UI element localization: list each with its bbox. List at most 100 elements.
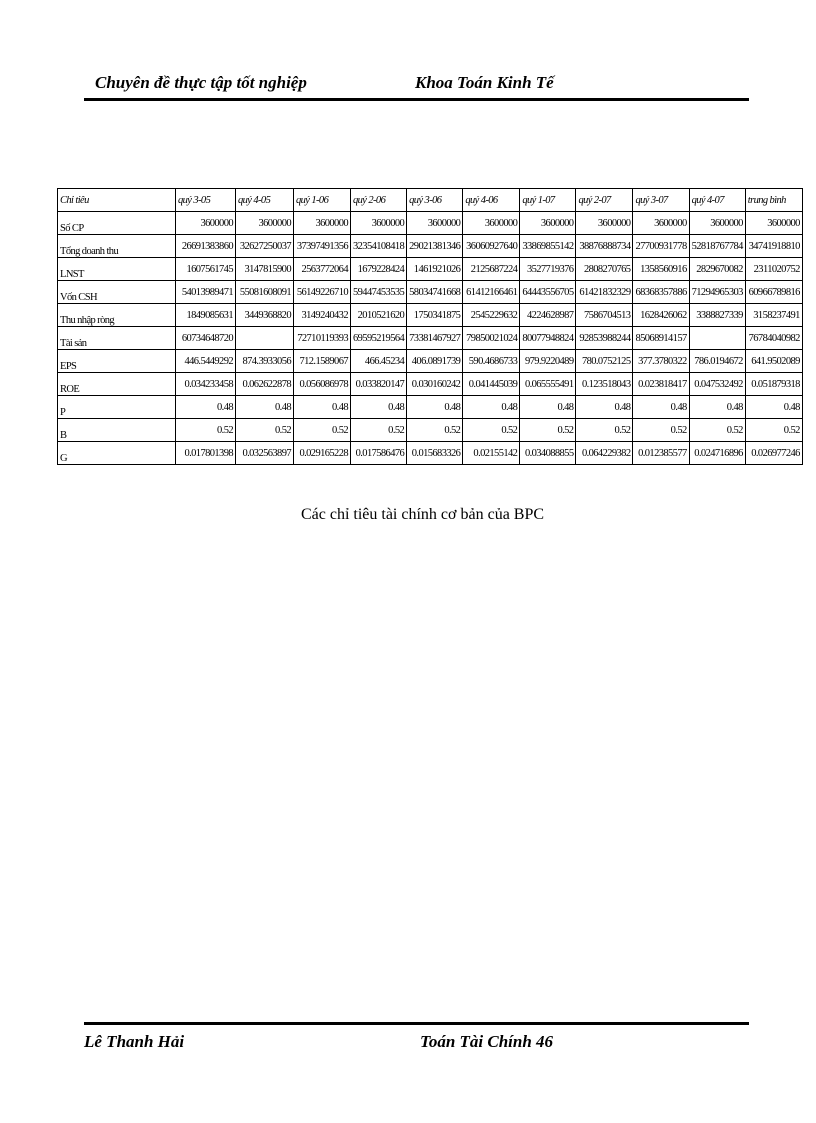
table-cell: 0.52 (235, 418, 294, 442)
table-cell: 1358560916 (632, 257, 690, 281)
table-cell: 2010521620 (349, 303, 408, 327)
table-cell: 3600000 (462, 211, 521, 235)
table-cell: 0.062622878 (235, 372, 294, 396)
table-cell: 0.051879318 (744, 372, 803, 396)
table-cell: 54013989471 (175, 280, 236, 304)
table-cell: 0.52 (293, 418, 351, 442)
table-cell: 3600000 (349, 211, 408, 235)
row-label: EPS (57, 349, 176, 373)
table-cell: 0.012385577 (632, 441, 690, 465)
table-cell: 69595219564 (349, 326, 408, 350)
table-row: LNST 1607561745 3147815900 2563772064 167922… (57, 257, 803, 281)
table-cell: 34741918810 (744, 234, 803, 258)
table-cell: 0.056086978 (293, 372, 351, 396)
table-cell: 641.9502089 (744, 349, 803, 373)
table-cell: 32627250037 (235, 234, 294, 258)
table-cell: 61421832329 (575, 280, 634, 304)
table-cell: 0.48 (406, 395, 464, 419)
table-cell: 3600000 (235, 211, 294, 235)
table-cell: 377.3780322 (632, 349, 690, 373)
table-cell: 60734648720 (175, 326, 236, 350)
table-cell: 1679228424 (349, 257, 408, 281)
table-cell: 3600000 (632, 211, 690, 235)
header-right: Khoa Toán Kinh Tế (415, 73, 554, 92)
table-cell: 590.4686733 (462, 349, 521, 373)
table-cell: 3600000 (175, 211, 236, 235)
table-cell: 2545229632 (462, 303, 521, 327)
table-cell: 26691383860 (175, 234, 236, 258)
table-cell: 3158237491 (744, 303, 803, 327)
table-cell: 0.52 (519, 418, 577, 442)
column-header: trung bình (744, 188, 803, 212)
table-cell: 1607561745 (175, 257, 236, 281)
table-cell: 0.48 (175, 395, 236, 419)
table-cell: 71294965303 (688, 280, 746, 304)
table-cell: 92853988244 (575, 326, 634, 350)
table-cell: 0.015683326 (406, 441, 464, 465)
table-cell: 38876888734 (575, 234, 634, 258)
column-header: quý 2-07 (575, 188, 634, 212)
table-row: Tài sản 60734648720 72710119393 69595219564… (57, 326, 803, 350)
table-cell: 786.0194672 (688, 349, 746, 373)
table-cell: 64443556705 (519, 280, 577, 304)
table-cell: 0.017801398 (175, 441, 236, 465)
table-cell: 73381467927 (406, 326, 464, 350)
table-cell: 446.5449292 (175, 349, 236, 373)
table-cell: 52818767784 (688, 234, 746, 258)
table-cell: 874.3933056 (235, 349, 294, 373)
table-cell: 0.034088855 (519, 441, 577, 465)
table-cell: 0.047532492 (688, 372, 746, 396)
table-cell: 0.52 (462, 418, 521, 442)
table-row: Thu nhập ròng 1849085631 3449368820 3149240… (57, 303, 803, 327)
table-cell: 56149226710 (293, 280, 351, 304)
footer-right: Toán Tài Chính 46 (420, 1032, 554, 1051)
table-cell: 0.032563897 (235, 441, 294, 465)
table-row: Số CP 3600000 3600000 3600000 3600000 3600000… (57, 211, 803, 235)
table-cell: 780.0752125 (575, 349, 634, 373)
table-cell: 59447453535 (349, 280, 408, 304)
table-cell: 0.52 (575, 418, 634, 442)
table-cell: 85068914157 (632, 326, 690, 350)
table-cell: 0.48 (744, 395, 803, 419)
table-cell: 1461921026 (406, 257, 464, 281)
table-cell: 3600000 (744, 211, 803, 235)
column-header: quý 4-06 (462, 188, 521, 212)
table-cell: 0.52 (688, 418, 746, 442)
row-label: B (57, 418, 176, 442)
table-cell: 0.033820147 (349, 372, 408, 396)
table-cell: 79850021024 (462, 326, 521, 350)
table-cell: 68368357886 (632, 280, 690, 304)
table-cell: 0.48 (462, 395, 521, 419)
column-header: quý 1-06 (293, 188, 351, 212)
financial-table: Chỉ tiêu quý 3-05 quý 4-05 quý 1-06 quý 2-06… (57, 188, 803, 465)
header-left: Chuyên đề thực tập tốt nghiệp (95, 73, 307, 92)
table-cell: 0.48 (293, 395, 351, 419)
table-cell: 72710119393 (293, 326, 351, 350)
table-cell: 4224628987 (519, 303, 577, 327)
table-cell: 0.52 (406, 418, 464, 442)
table-cell: 0.02155142 (462, 441, 521, 465)
table-cell: 466.45234 (349, 349, 408, 373)
table-row: P 0.48 0.48 0.48 0.48 0.48 0.48 0.48 0.48 0.48 0.4… (57, 395, 803, 419)
footer-rule (84, 1022, 749, 1025)
row-label: G (57, 441, 176, 465)
table-cell: 2311020752 (744, 257, 803, 281)
table-cell: 33869855142 (519, 234, 577, 258)
table-cell: 2808270765 (575, 257, 634, 281)
table-cell: 3600000 (575, 211, 634, 235)
table-cell (688, 326, 746, 350)
footer-left: Lê Thanh Hải (84, 1032, 185, 1051)
table-cell: 0.52 (349, 418, 408, 442)
table-cell: 0.034233458 (175, 372, 236, 396)
column-header: Chỉ tiêu (57, 188, 176, 212)
table-cell: 2563772064 (293, 257, 351, 281)
row-label: Tài sản (57, 326, 176, 350)
table-row: Vốn CSH 54013989471 55081608091 56149226710… (57, 280, 803, 304)
table-cell: 0.48 (688, 395, 746, 419)
table-cell: 29021381346 (406, 234, 464, 258)
column-header: quý 2-06 (349, 188, 408, 212)
table-header-row: Chỉ tiêu quý 3-05 quý 4-05 quý 1-06 quý 2-06… (57, 188, 803, 212)
column-header: quý 3-05 (175, 188, 236, 212)
row-label: Tổng doanh thu (57, 234, 176, 258)
